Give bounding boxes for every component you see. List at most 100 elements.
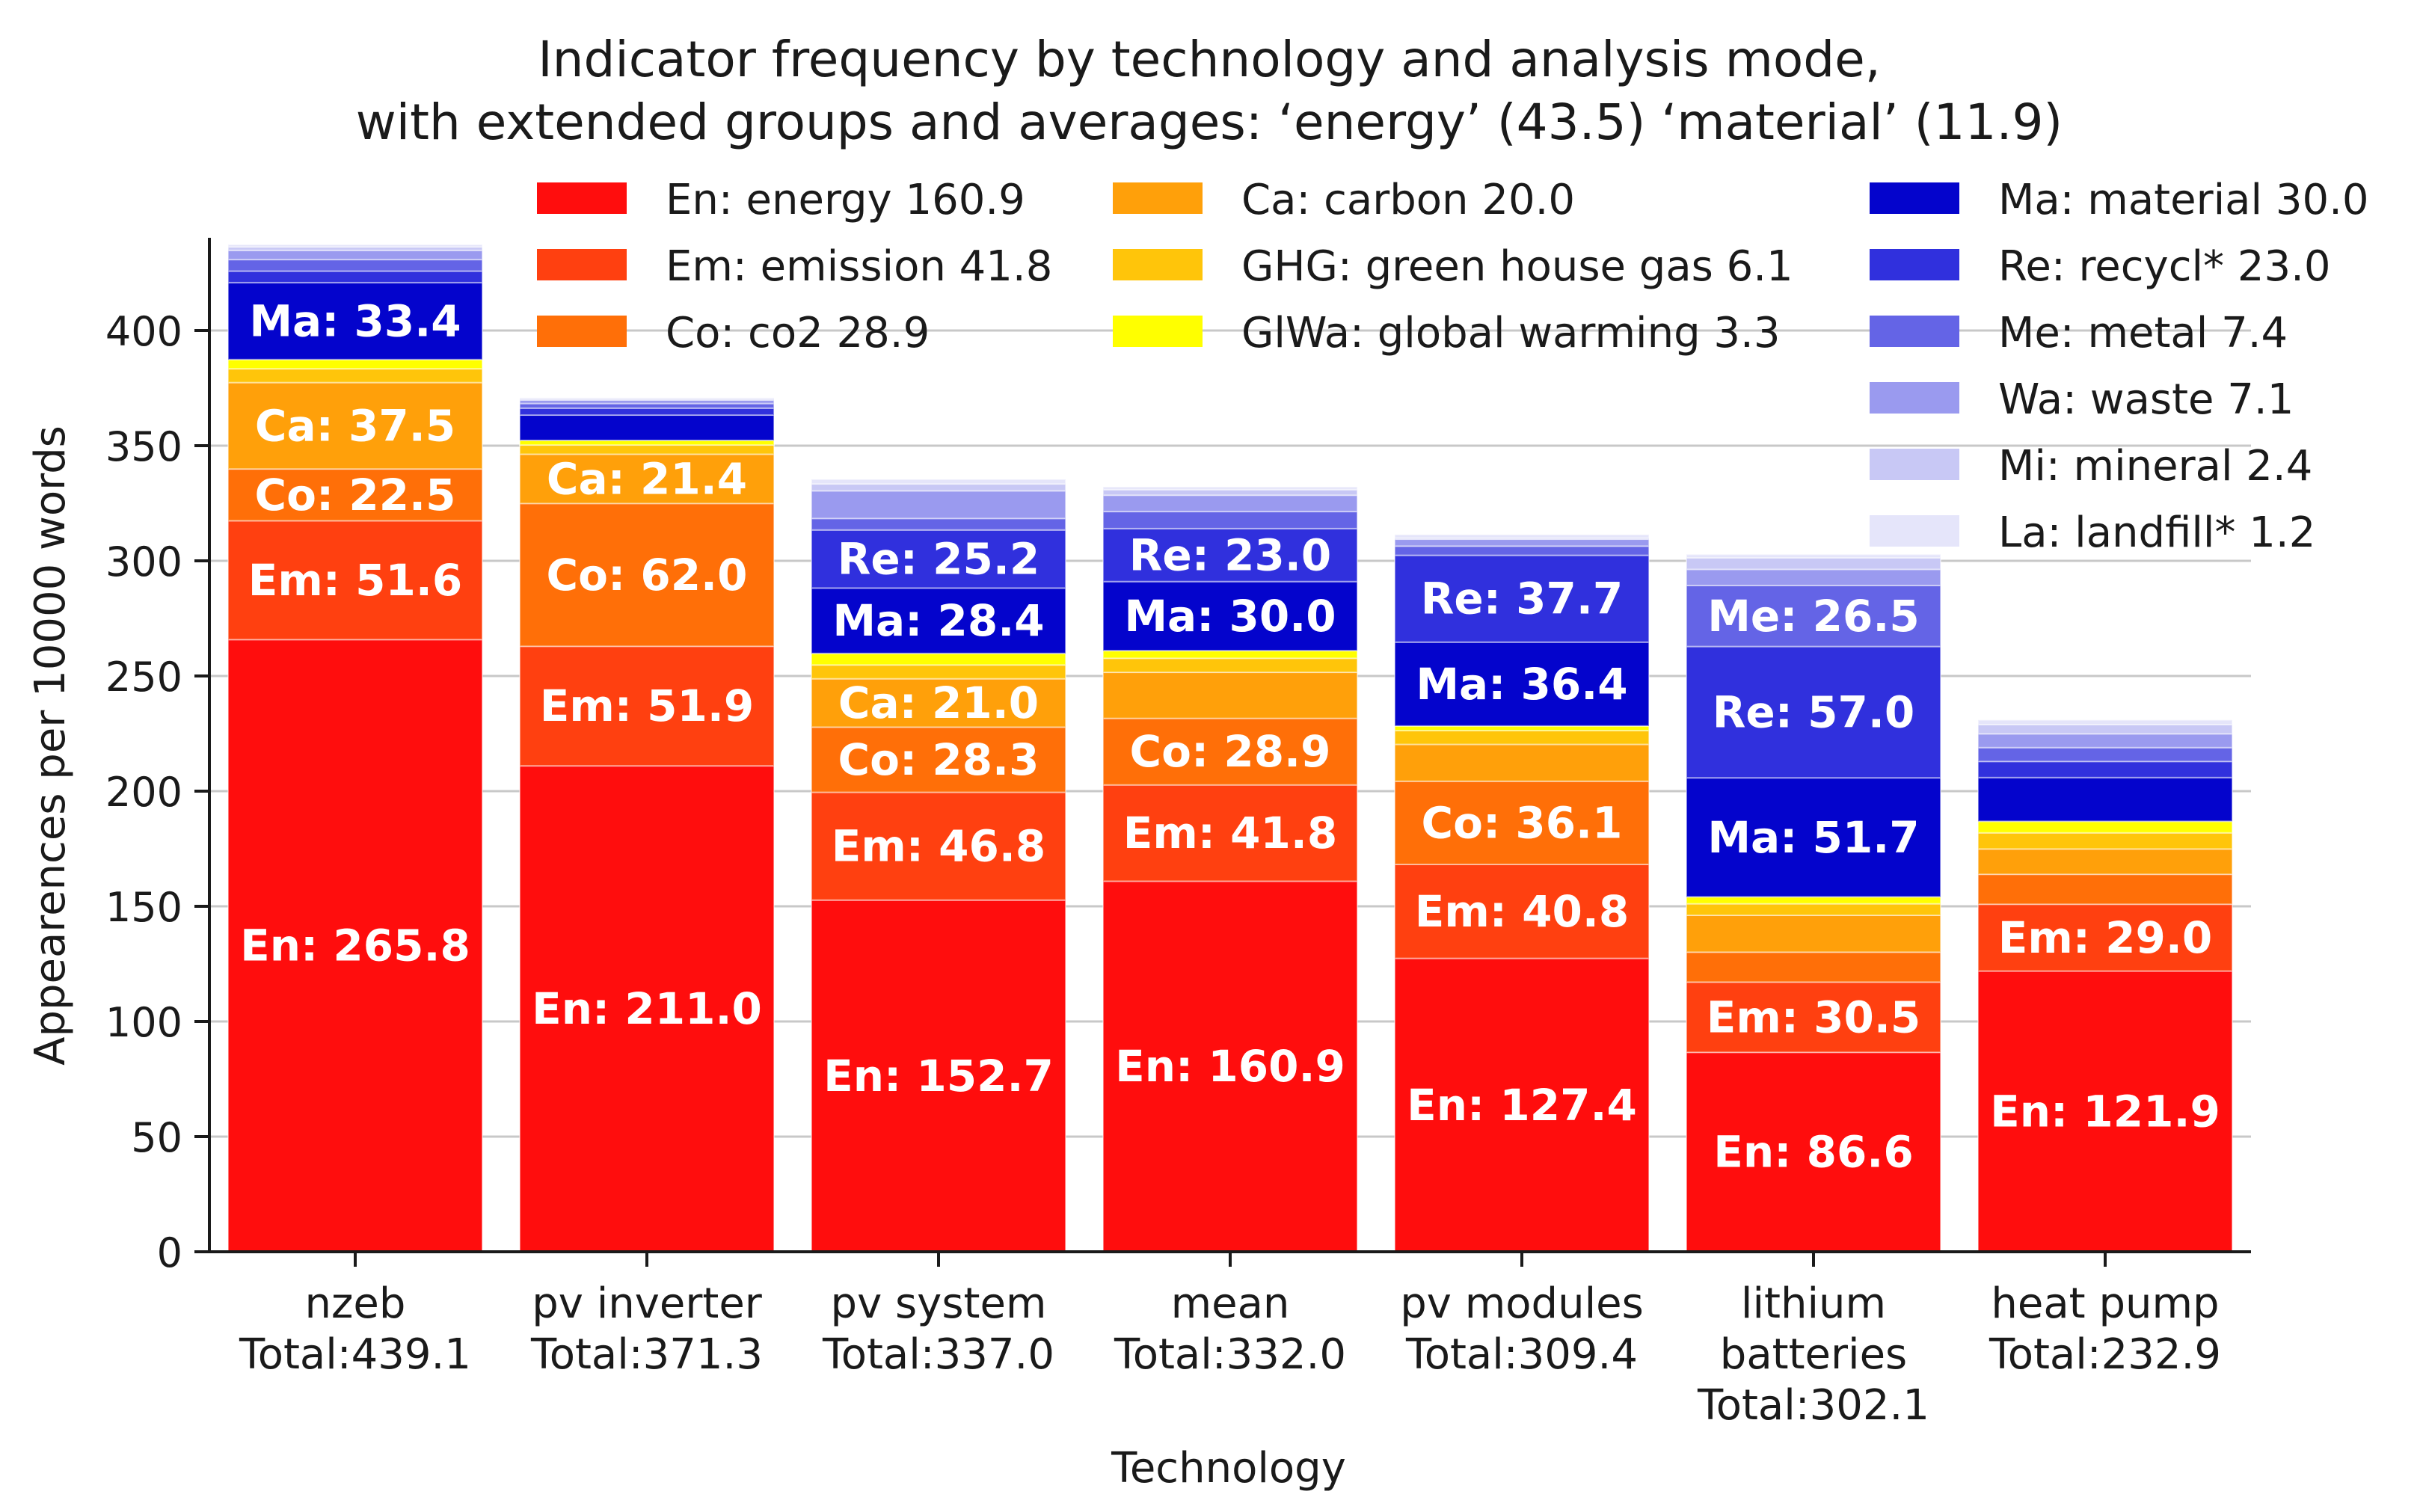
- bar-segment-re: [1686, 645, 1941, 779]
- bar-segment-ghg: [227, 368, 483, 384]
- bar-segment-me: [1686, 584, 1941, 648]
- bar-segment-ca: [1102, 672, 1358, 719]
- bar-segment-glwa: [1977, 820, 2233, 834]
- x-tick-label: Total:232.9: [1989, 1330, 2221, 1379]
- bar-segment-ca: [1977, 848, 2233, 876]
- bar-segment-em: [1686, 981, 1941, 1054]
- bar-segment-ma: [519, 414, 775, 441]
- bar-segment-ma: [1686, 777, 1941, 898]
- legend-label: Ca: carbon 20.0: [1241, 176, 1575, 224]
- x-tick-label: Total:439.1: [239, 1330, 471, 1379]
- bar-value-label: En: 211.0: [532, 983, 762, 1034]
- bar-segment-ma: [227, 281, 483, 360]
- bar-value-label: En: 265.8: [240, 921, 470, 971]
- bar-segment-em: [227, 520, 483, 641]
- bar-value-label: Re: 37.7: [1421, 574, 1624, 624]
- legend-label: GHG: green house gas 6.1: [1241, 242, 1793, 291]
- bar-segment-me: [1977, 746, 2233, 763]
- bar-value-label: Em: 46.8: [832, 821, 1046, 872]
- bar-segment-ca: [1394, 743, 1650, 782]
- bar-segment-en: [1394, 957, 1650, 1253]
- bar-value-label: Ma: 36.4: [1416, 659, 1627, 710]
- bar-value-label: Co: 62.0: [547, 550, 748, 600]
- bar-segment-mi: [1977, 723, 2233, 735]
- bar-segment-la: [1977, 719, 2233, 725]
- bar-segment-ca: [227, 381, 483, 470]
- bar-segment-co: [1686, 951, 1941, 983]
- bar-segment-en: [1686, 1051, 1941, 1253]
- bar-segment-en: [1977, 970, 2233, 1253]
- bar-segment-glwa: [811, 652, 1066, 666]
- bar-value-label: Me: 26.5: [1707, 591, 1920, 642]
- bar-segment-wa: [1102, 494, 1358, 513]
- bar-segment-la: [1102, 486, 1358, 491]
- x-tick-label: Total:309.4: [1405, 1330, 1638, 1379]
- bar-value-label: Ma: 30.0: [1124, 591, 1336, 642]
- x-tick-label: heat pump: [1991, 1279, 2219, 1328]
- bar-segment-co: [1977, 873, 2233, 906]
- bar-segment-la: [227, 244, 483, 248]
- bar-segment-re: [1977, 760, 2233, 778]
- bar-segment-mi: [1686, 556, 1941, 571]
- bar-value-label: Ca: 21.0: [838, 677, 1039, 728]
- legend-label: La: landfill* 1.2: [1998, 508, 2315, 557]
- bar-segment-ca: [811, 677, 1066, 728]
- bars: [227, 244, 2233, 1253]
- bar-segment-la: [811, 478, 1066, 485]
- bar-segment-co: [227, 468, 483, 522]
- legend-swatch: [537, 182, 627, 214]
- x-tick-label: Total:371.3: [530, 1330, 763, 1379]
- x-tick-label: batteries: [1720, 1330, 1907, 1379]
- bar-segment-co: [811, 726, 1066, 793]
- bar-segment-em: [811, 791, 1066, 901]
- bar-segment-glwa: [227, 358, 483, 370]
- bar-value-label: Em: 41.8: [1123, 808, 1338, 858]
- bar-segment-la: [1686, 553, 1941, 559]
- bar-segment-wa: [1686, 568, 1941, 586]
- y-axis-label: Appearences per 10000 words: [26, 425, 75, 1066]
- y-tick-label: 150: [105, 884, 182, 931]
- bar-segment-re: [811, 529, 1066, 589]
- bar-segment-ghg: [1686, 903, 1941, 917]
- bar-segment-la: [1394, 533, 1650, 539]
- bar-value-label: En: 160.9: [1115, 1041, 1345, 1092]
- bar-segment-co: [1394, 780, 1650, 865]
- y-tick-label: 50: [131, 1114, 182, 1161]
- bar-segment-em: [1977, 903, 2233, 972]
- x-tick-label: Total:302.1: [1697, 1381, 1929, 1430]
- legend: En: energy 160.9 Em: emission 41.8 Co: co2…: [537, 176, 2369, 557]
- y-tick-label: 250: [105, 654, 182, 701]
- legend-label: Mi: mineral 2.4: [1998, 442, 2312, 491]
- bar-value-label: En: 86.6: [1713, 1127, 1913, 1178]
- bar-segment-ma: [1102, 580, 1358, 652]
- y-tick-label: 100: [105, 999, 182, 1046]
- x-tick-label: pv inverter: [532, 1279, 763, 1328]
- bar-value-label: Ma: 33.4: [249, 295, 461, 346]
- x-tick-label: nzeb: [305, 1279, 406, 1328]
- bar-segment-re: [227, 270, 483, 283]
- legend-label: Re: recycl* 23.0: [1998, 242, 2331, 291]
- bar-value-label: En: 121.9: [1990, 1086, 2220, 1137]
- bar-segment-me: [227, 259, 483, 272]
- bar-segment-ca: [1686, 915, 1941, 953]
- bar-segment-co: [519, 503, 775, 648]
- bar-value-label: Co: 28.3: [838, 734, 1039, 785]
- bar-value-label: Ma: 28.4: [832, 595, 1044, 646]
- bar-segment-mi: [519, 398, 775, 402]
- bar-segment-la: [519, 396, 775, 400]
- chart-subtitle: with extended groups and averages: ‘ener…: [356, 93, 2063, 151]
- bar-value-label: En: 152.7: [823, 1051, 1054, 1101]
- bar-segment-ma: [811, 587, 1066, 654]
- chart-title: Indicator frequency by technology and an…: [538, 31, 1881, 88]
- bar-value-label: En: 127.4: [1407, 1080, 1637, 1131]
- legend-swatch: [1870, 182, 1959, 214]
- legend-label: Em: emission 41.8: [666, 242, 1052, 291]
- bar-value-label: Em: 40.8: [1415, 886, 1630, 937]
- bar-segment-mi: [227, 246, 483, 251]
- bar-segment-re: [519, 407, 775, 417]
- legend-label: Me: metal 7.4: [1998, 309, 2288, 357]
- x-tick-label: mean: [1171, 1279, 1290, 1328]
- bar-segment-en: [227, 639, 483, 1253]
